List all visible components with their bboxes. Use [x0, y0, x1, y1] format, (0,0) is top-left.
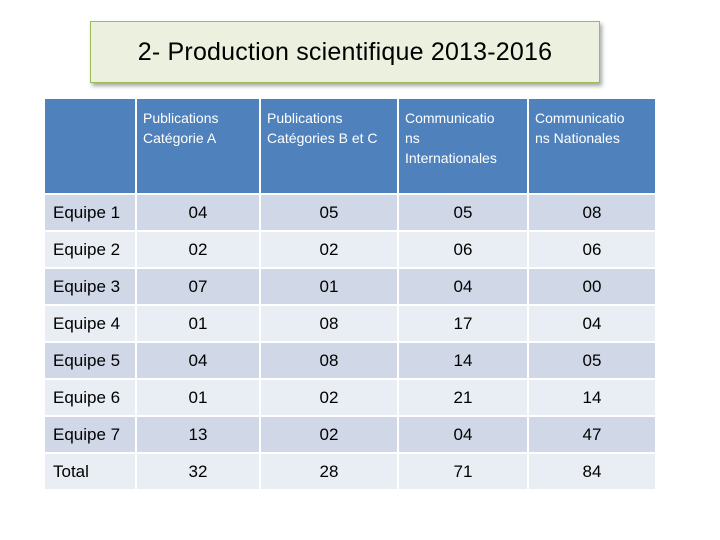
title-box: 2- Production scientifique 2013-2016: [90, 21, 600, 83]
table-row: Equipe 3 07 01 04 00: [45, 269, 655, 304]
row-label: Equipe 6: [45, 380, 135, 415]
table-cell: 02: [261, 417, 397, 452]
table-row: Equipe 1 04 05 05 08: [45, 195, 655, 230]
production-table: Publications Catégorie A Publications Caté…: [43, 97, 657, 491]
header-cell-corner: [45, 99, 135, 193]
table-cell: 21: [399, 380, 527, 415]
table-row: Equipe 5 04 08 14 05: [45, 343, 655, 378]
table-cell: 08: [261, 306, 397, 341]
table-cell: 13: [137, 417, 259, 452]
header-cell-communications-internationales: Communicatio ns Internationales: [399, 99, 527, 193]
table-cell: 05: [399, 195, 527, 230]
table-cell: 02: [137, 232, 259, 267]
table-cell: 08: [529, 195, 655, 230]
table-cell: 47: [529, 417, 655, 452]
table-cell: 02: [261, 232, 397, 267]
table-cell: 01: [137, 380, 259, 415]
table-cell: 04: [399, 269, 527, 304]
row-label: Equipe 4: [45, 306, 135, 341]
table-cell: 17: [399, 306, 527, 341]
table-cell: 00: [529, 269, 655, 304]
table-cell: 06: [399, 232, 527, 267]
table-cell: 28: [261, 454, 397, 489]
table-cell: 04: [529, 306, 655, 341]
table-row: Equipe 2 02 02 06 06: [45, 232, 655, 267]
row-label: Equipe 7: [45, 417, 135, 452]
row-label: Equipe 1: [45, 195, 135, 230]
header-label: Communicatio ns Internationales: [405, 110, 497, 166]
row-label: Equipe 3: [45, 269, 135, 304]
row-label: Equipe 2: [45, 232, 135, 267]
header-cell-communications-nationales: Communicatio ns Nationales: [529, 99, 655, 193]
header-label: Publications Catégories B et C: [267, 110, 378, 146]
table-cell: 01: [137, 306, 259, 341]
table-row: Equipe 4 01 08 17 04: [45, 306, 655, 341]
table-cell: 01: [261, 269, 397, 304]
header-cell-publications-bc: Publications Catégories B et C: [261, 99, 397, 193]
table-cell: 32: [137, 454, 259, 489]
table-cell: 14: [529, 380, 655, 415]
row-label: Equipe 5: [45, 343, 135, 378]
table-cell: 07: [137, 269, 259, 304]
header-label: Communicatio ns Nationales: [535, 110, 625, 146]
table-row: Equipe 6 01 02 21 14: [45, 380, 655, 415]
page-title: 2- Production scientifique 2013-2016: [137, 37, 553, 66]
row-label: Total: [45, 454, 135, 489]
table-cell: 06: [529, 232, 655, 267]
table-cell: 14: [399, 343, 527, 378]
table-row-total: Total 32 28 71 84: [45, 454, 655, 489]
header-cell-publications-a: Publications Catégorie A: [137, 99, 259, 193]
header-label: Publications Catégorie A: [143, 110, 219, 146]
table-cell: 04: [137, 343, 259, 378]
table-cell: 04: [399, 417, 527, 452]
table-cell: 04: [137, 195, 259, 230]
table-cell: 05: [529, 343, 655, 378]
table-header-row: Publications Catégorie A Publications Caté…: [45, 99, 655, 193]
table-cell: 08: [261, 343, 397, 378]
table-row: Equipe 7 13 02 04 47: [45, 417, 655, 452]
table-cell: 71: [399, 454, 527, 489]
table-cell: 02: [261, 380, 397, 415]
table-cell: 84: [529, 454, 655, 489]
table-cell: 05: [261, 195, 397, 230]
